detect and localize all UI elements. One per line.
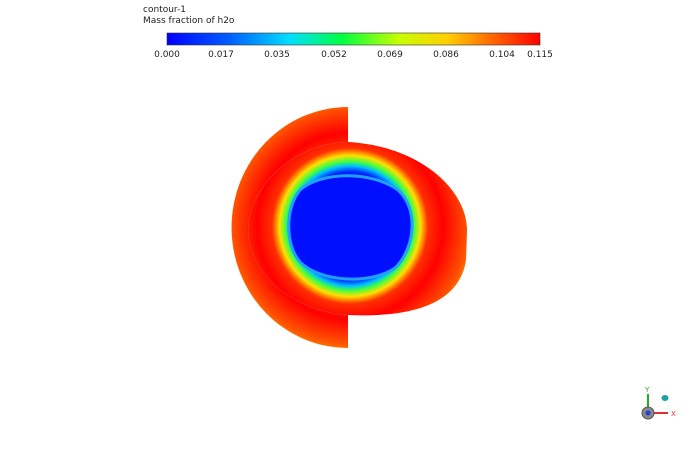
- core-region: [287, 174, 414, 281]
- axis-triad: Y X: [641, 386, 676, 420]
- x-axis-label: X: [671, 410, 676, 418]
- colorbar-tick-label: 0.052: [321, 50, 347, 60]
- colorbar-tick-label: 0.115: [527, 50, 553, 60]
- colorbar-tick-label: 0.104: [489, 50, 515, 60]
- colorbar: [166, 32, 541, 46]
- legend-label: Mass fraction of h2o: [143, 16, 235, 26]
- colorbar-tick-label: 0.069: [377, 50, 403, 60]
- colorbar-tick-label: 0.035: [264, 50, 290, 60]
- triad-z: [645, 410, 651, 416]
- legend-title: contour-1: [143, 5, 186, 15]
- triad-iso: [661, 395, 669, 401]
- colorbar-ticks: 0.000 0.017 0.035 0.052 0.069 0.086 0.104 0.115: [154, 50, 553, 60]
- y-axis-label: Y: [644, 386, 650, 394]
- colorbar-tick-label: 0.000: [154, 50, 180, 60]
- contour-left-half: [231, 107, 348, 348]
- colorbar-tick-label: 0.017: [208, 50, 234, 60]
- contour-plot: [231, 107, 468, 348]
- colorbar-tick-label: 0.086: [433, 50, 459, 60]
